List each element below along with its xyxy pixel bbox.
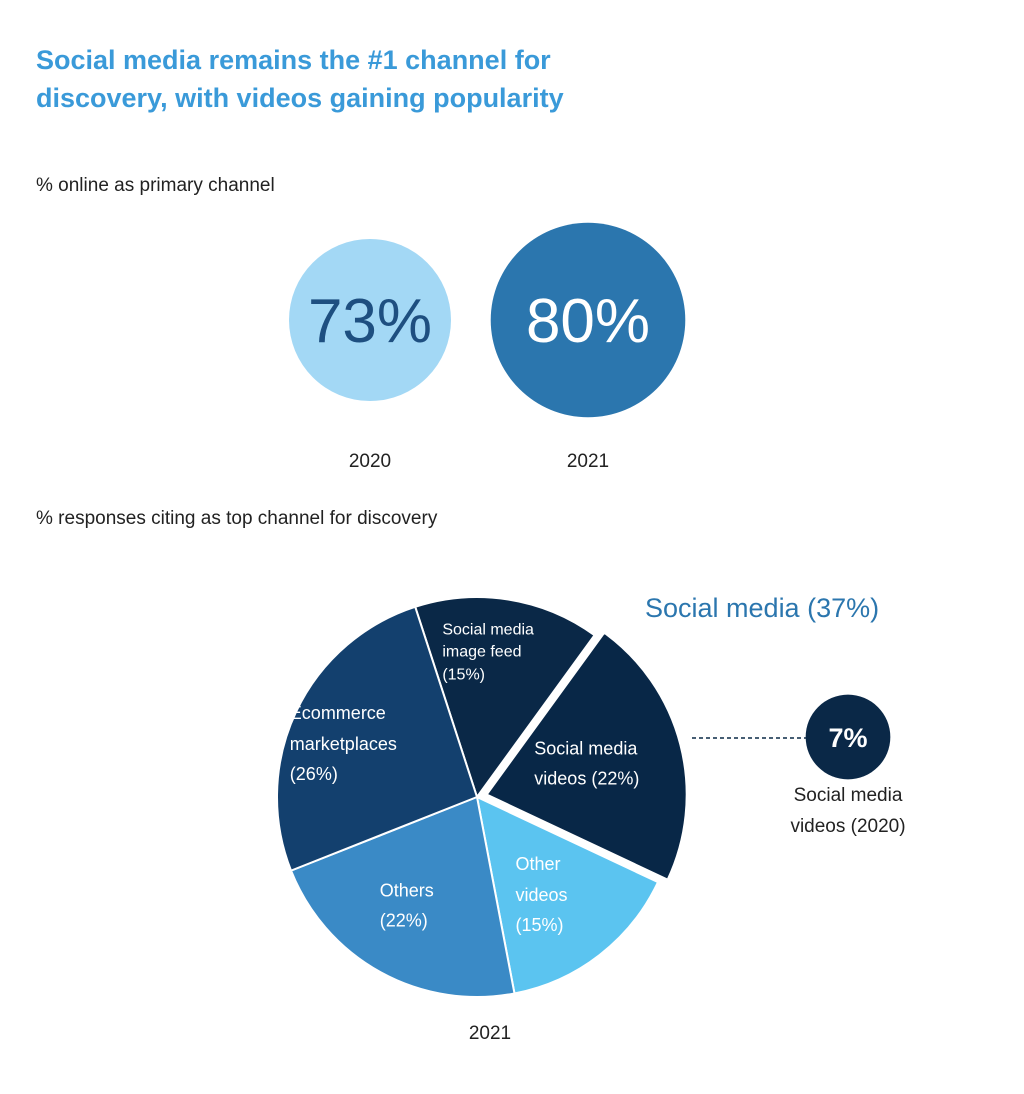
- slice-value: (26%): [289, 764, 338, 785]
- slice-value: (15%): [515, 915, 564, 936]
- slice-category: Social media videos: [534, 738, 638, 789]
- pie-slice: [289, 795, 516, 998]
- comparison-value: 7%: [828, 723, 867, 753]
- slice-label: Ecommerce marketplaces (26%): [290, 698, 440, 790]
- slice-label: Other videos (15%): [516, 849, 591, 941]
- slice-category: Others: [379, 880, 434, 901]
- slice-value: (22%): [379, 910, 428, 931]
- title: Social media remains the #1 channel for …: [36, 45, 564, 113]
- annotation: Social media (37%): [645, 593, 880, 623]
- bubble: [288, 238, 452, 402]
- slice-category: Social media image feed: [442, 621, 534, 661]
- pie-slice: [276, 605, 479, 872]
- pie-slice: [413, 596, 596, 800]
- slice-value: (22%): [591, 768, 640, 789]
- slice-label: Others (22%): [380, 875, 455, 936]
- slice-label: Social media image feed (15%): [442, 619, 557, 686]
- year-label: 2021: [566, 451, 610, 472]
- pie-year: 2021: [468, 1023, 512, 1044]
- pie-slice: [475, 795, 660, 995]
- slice-category: Ecommerce marketplaces: [289, 703, 397, 754]
- bubble: [490, 222, 686, 418]
- subtitle: % responses citing as top channel for di…: [36, 508, 438, 529]
- slice-value: (15%): [442, 665, 486, 683]
- comparison-bubble: [805, 694, 891, 780]
- subtitle: % online as primary channel: [36, 175, 275, 196]
- comparison-label: Social media videos (2020): [790, 785, 906, 838]
- bubble-value: 80%: [526, 287, 650, 356]
- pie-slice: [485, 631, 688, 881]
- slice-label: Social media videos (22%): [534, 733, 679, 794]
- slice-category: Other videos: [515, 854, 568, 905]
- bubble-value: 73%: [308, 287, 432, 356]
- year-label: 2020: [348, 451, 392, 472]
